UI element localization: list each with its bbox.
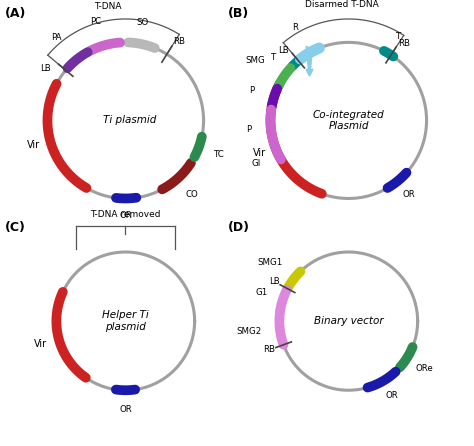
Text: OR: OR	[119, 211, 132, 220]
Text: Binary vector: Binary vector	[314, 316, 383, 326]
Text: ORe: ORe	[416, 364, 434, 373]
Text: (C): (C)	[5, 221, 26, 234]
Text: SMG2: SMG2	[236, 327, 262, 336]
Text: Helper Ti
plasmid: Helper Ti plasmid	[102, 310, 149, 332]
Text: CO: CO	[186, 190, 199, 199]
Text: SMG: SMG	[246, 56, 265, 65]
Text: LB: LB	[269, 277, 279, 286]
Text: OR: OR	[402, 190, 415, 199]
Text: T: T	[271, 53, 276, 62]
Text: RB: RB	[263, 346, 275, 355]
Text: Co-integrated
Plasmid: Co-integrated Plasmid	[313, 110, 384, 131]
Text: T-DNA removed: T-DNA removed	[90, 210, 161, 219]
Text: (B): (B)	[228, 7, 249, 20]
Text: RB: RB	[399, 39, 410, 48]
Text: SO: SO	[137, 17, 149, 26]
Text: Vir: Vir	[27, 140, 40, 150]
Text: OR: OR	[385, 392, 398, 401]
Text: (D): (D)	[228, 221, 249, 234]
Text: LB: LB	[278, 46, 289, 55]
Text: RB: RB	[173, 37, 185, 46]
Text: T: T	[396, 32, 401, 41]
Text: PA: PA	[51, 33, 62, 42]
Text: P: P	[249, 86, 254, 95]
Text: Vir: Vir	[34, 339, 46, 349]
Text: Disarmed T-DNA: Disarmed T-DNA	[305, 0, 378, 9]
Text: (A): (A)	[5, 7, 26, 20]
Text: R: R	[292, 23, 298, 32]
Text: LB: LB	[40, 64, 51, 73]
Text: P: P	[246, 124, 252, 134]
Text: GI: GI	[252, 159, 261, 168]
Text: TC: TC	[214, 150, 225, 159]
Text: Vir: Vir	[253, 148, 265, 158]
Text: Ti plasmid: Ti plasmid	[103, 116, 156, 125]
Text: SMG1: SMG1	[257, 257, 283, 267]
Text: PC: PC	[90, 17, 101, 26]
Text: G1: G1	[255, 289, 268, 297]
Text: OR: OR	[119, 405, 132, 414]
Text: T-DNA: T-DNA	[94, 2, 121, 11]
